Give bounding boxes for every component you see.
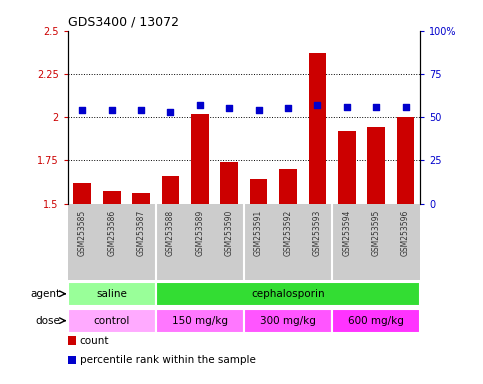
Text: GSM253595: GSM253595 xyxy=(371,210,381,256)
Point xyxy=(343,104,351,110)
Text: agent: agent xyxy=(30,289,60,299)
Text: GSM253587: GSM253587 xyxy=(137,210,145,256)
Point xyxy=(313,102,321,108)
Point xyxy=(402,104,410,110)
Text: GSM253585: GSM253585 xyxy=(78,210,87,256)
Bar xyxy=(68,282,156,306)
Point xyxy=(167,109,174,115)
Bar xyxy=(103,191,120,204)
Bar xyxy=(156,309,244,333)
Bar xyxy=(132,193,150,204)
Text: control: control xyxy=(94,316,130,326)
Bar xyxy=(73,183,91,204)
Text: GSM253593: GSM253593 xyxy=(313,210,322,256)
Point xyxy=(78,107,86,113)
Text: GSM253589: GSM253589 xyxy=(195,210,204,256)
Bar xyxy=(338,131,355,204)
Text: GSM253592: GSM253592 xyxy=(284,210,293,256)
Point xyxy=(137,107,145,113)
Bar xyxy=(250,179,268,204)
Bar xyxy=(309,53,326,204)
Bar xyxy=(367,127,385,204)
Text: GSM253596: GSM253596 xyxy=(401,210,410,256)
Point xyxy=(284,105,292,111)
Text: 600 mg/kg: 600 mg/kg xyxy=(348,316,404,326)
Point xyxy=(108,107,115,113)
Text: GDS3400 / 13072: GDS3400 / 13072 xyxy=(68,15,179,28)
Point xyxy=(372,104,380,110)
Text: dose: dose xyxy=(36,316,60,326)
Point xyxy=(226,105,233,111)
Point xyxy=(255,107,262,113)
Bar xyxy=(68,309,156,333)
Bar xyxy=(156,282,420,306)
Text: 300 mg/kg: 300 mg/kg xyxy=(260,316,316,326)
Bar xyxy=(332,309,420,333)
Text: GSM253594: GSM253594 xyxy=(342,210,351,256)
Text: GSM253590: GSM253590 xyxy=(225,210,234,256)
Bar xyxy=(397,117,414,204)
Bar xyxy=(220,162,238,204)
Text: count: count xyxy=(80,336,109,346)
Bar xyxy=(279,169,297,204)
Bar xyxy=(162,176,179,204)
Text: GSM253586: GSM253586 xyxy=(107,210,116,256)
Text: cephalosporin: cephalosporin xyxy=(251,289,325,299)
Text: saline: saline xyxy=(96,289,127,299)
Text: 150 mg/kg: 150 mg/kg xyxy=(172,316,228,326)
Bar xyxy=(244,309,332,333)
Bar xyxy=(191,114,209,204)
Text: GSM253588: GSM253588 xyxy=(166,210,175,256)
Text: percentile rank within the sample: percentile rank within the sample xyxy=(80,355,256,365)
Text: GSM253591: GSM253591 xyxy=(254,210,263,256)
Point xyxy=(196,102,204,108)
